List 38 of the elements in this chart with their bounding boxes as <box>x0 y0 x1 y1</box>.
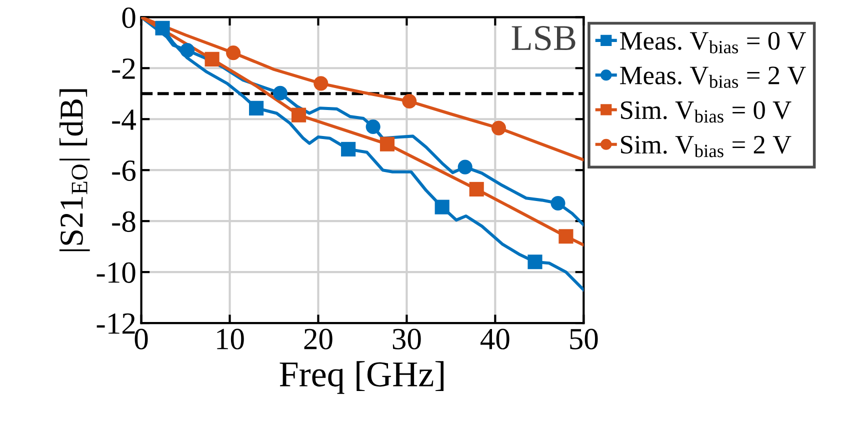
point <box>528 254 542 270</box>
x-axis-title: Freq [GHz] <box>280 361 444 394</box>
point <box>314 76 328 91</box>
point <box>249 100 264 116</box>
point <box>204 52 220 66</box>
legend-label: Meas. V$_{bias}$ = 2 V <box>620 66 806 88</box>
y-tick-label: -10 <box>96 262 136 283</box>
point <box>491 120 506 136</box>
point <box>550 196 566 211</box>
y-tick-label: -12 <box>96 313 135 334</box>
point <box>155 20 170 36</box>
y-axis-title: |S21$_{EO}$| [dB] <box>59 89 90 252</box>
legend-label: Sim. V$_{bias}$ = 2 V <box>621 136 792 158</box>
point <box>341 142 356 156</box>
legend-label: Sim. V$_{bias}$ = 0 V <box>621 101 792 123</box>
point <box>366 119 380 134</box>
x-tick-label: 30 <box>392 328 421 350</box>
point <box>469 182 484 196</box>
point <box>180 43 195 58</box>
annotation: LSB <box>512 26 576 50</box>
y-tick-label: -6 <box>112 160 136 181</box>
point <box>558 229 574 244</box>
point <box>458 160 472 174</box>
point <box>226 46 241 60</box>
point <box>291 108 306 122</box>
x-tick-label: 10 <box>217 328 244 350</box>
x-tick-label: 40 <box>480 328 510 350</box>
y-tick-label: -4 <box>112 110 136 130</box>
y-tick-label: -2 <box>112 58 135 79</box>
x-tick-label: 20 <box>304 328 332 350</box>
x-tick-label: 50 <box>570 328 598 350</box>
y-tick-label: -8 <box>112 211 136 232</box>
legend-label: Meas. V$_{bias}$ = 0 V <box>620 32 806 54</box>
point <box>434 200 450 214</box>
point <box>402 94 417 109</box>
point <box>272 86 288 100</box>
y-tick-label: 0 <box>122 7 136 28</box>
point <box>380 136 395 152</box>
